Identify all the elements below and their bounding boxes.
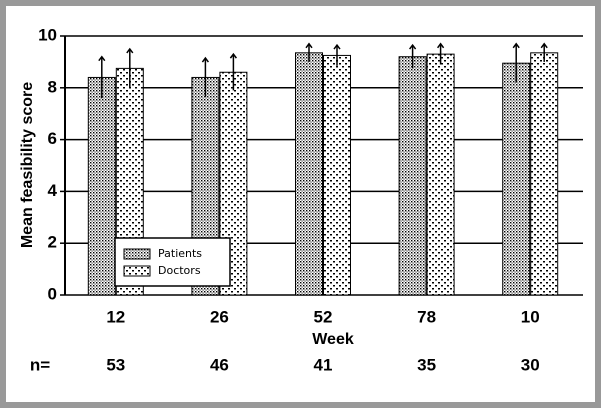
- n-value: 53: [106, 355, 125, 374]
- bar: [530, 52, 559, 296]
- y-axis-title: Mean feasibility score: [19, 82, 36, 248]
- y-tick-label: 8: [48, 77, 57, 96]
- bar: [398, 56, 427, 296]
- y-tick-label: 10: [38, 25, 57, 44]
- n-value: 46: [210, 355, 229, 374]
- error-cap: [229, 52, 237, 59]
- bar: [426, 53, 455, 296]
- error-cap: [201, 56, 209, 63]
- legend-label: Patients: [158, 247, 202, 260]
- x-tick-label: 10: [521, 307, 540, 326]
- x-tick-label: 12: [106, 307, 125, 326]
- x-tick-label: 78: [417, 307, 436, 326]
- error-cap: [437, 42, 445, 49]
- bar: [323, 54, 351, 296]
- x-tick-label: 52: [314, 307, 333, 326]
- bar: [502, 62, 531, 296]
- y-tick-label: 6: [48, 129, 57, 148]
- error-cap: [540, 42, 548, 49]
- legend-swatch: [123, 265, 151, 277]
- x-axis-title: Week: [312, 331, 354, 348]
- legend-swatch: [123, 248, 151, 260]
- n-value: 41: [314, 355, 333, 374]
- bar: [295, 52, 323, 296]
- error-cap: [126, 47, 134, 54]
- n-label: n=: [30, 355, 50, 374]
- bar: [87, 76, 116, 296]
- y-tick-label: 0: [48, 284, 57, 303]
- n-value: 35: [417, 355, 436, 374]
- error-cap: [305, 42, 313, 49]
- error-cap: [333, 43, 341, 50]
- legend-label: Doctors: [158, 264, 201, 277]
- error-cap: [409, 43, 417, 50]
- y-tick-label: 4: [48, 181, 58, 200]
- n-value: 30: [521, 355, 540, 374]
- error-cap: [98, 55, 106, 62]
- y-tick-label: 2: [48, 233, 57, 252]
- error-cap: [512, 42, 520, 49]
- legend-box: [114, 237, 231, 287]
- x-tick-label: 26: [210, 307, 229, 326]
